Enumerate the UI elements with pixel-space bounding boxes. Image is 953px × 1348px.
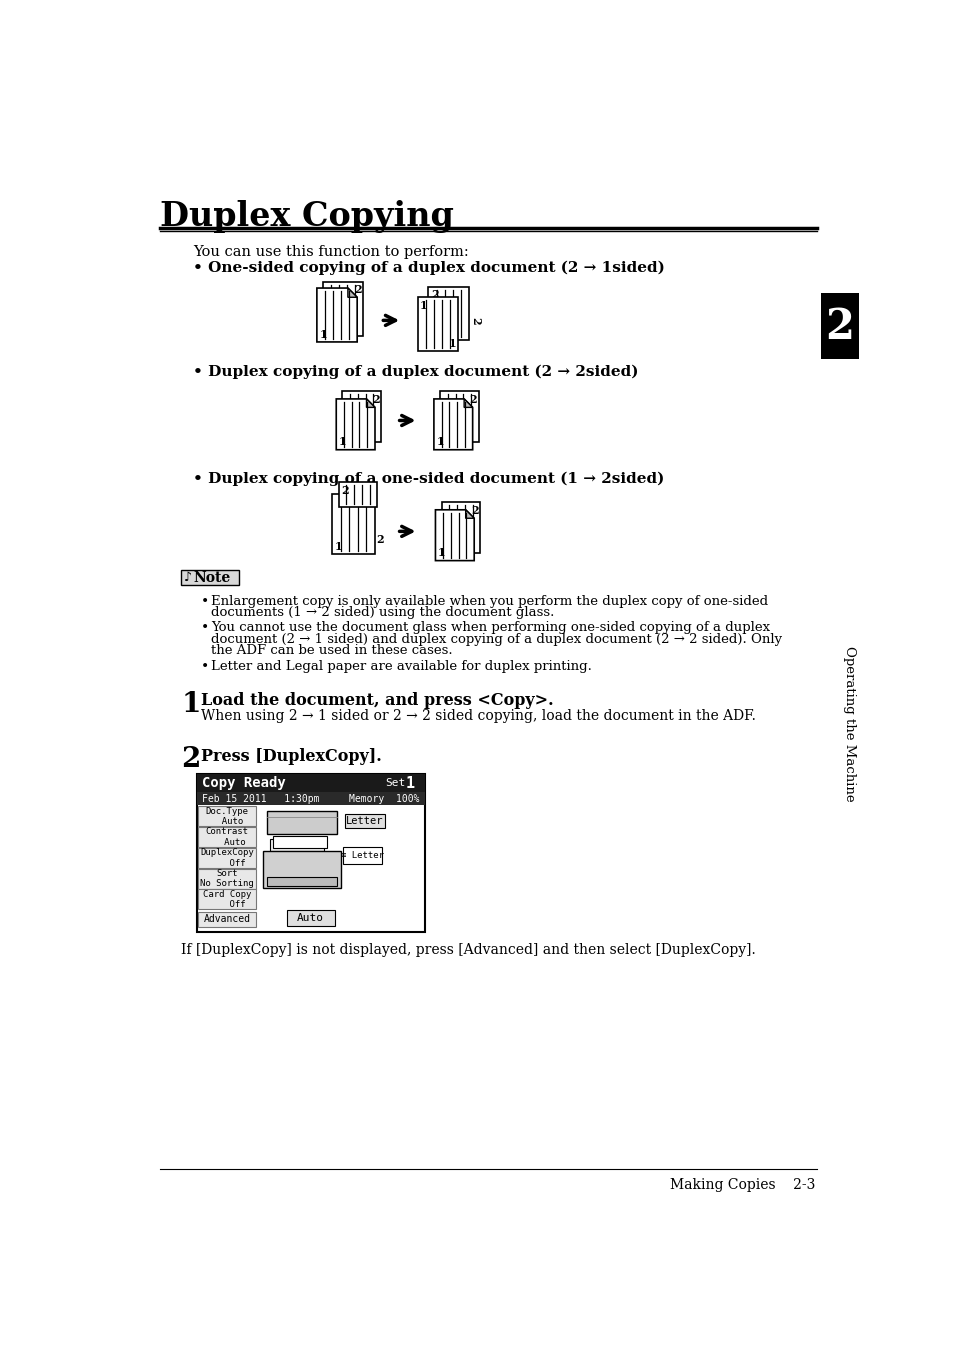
Bar	[196, 793, 425, 805]
Text: 1: 1	[405, 775, 415, 791]
Bar	[343, 847, 381, 864]
Bar	[441, 501, 480, 553]
Text: Letter and Legal paper are available for duplex printing.: Letter and Legal paper are available for…	[211, 659, 591, 673]
Text: Memory  100%: Memory 100%	[349, 794, 419, 803]
Bar	[198, 890, 255, 910]
Bar	[196, 774, 425, 793]
Text: •: •	[200, 594, 209, 608]
Polygon shape	[464, 399, 472, 407]
Bar	[198, 806, 255, 826]
Text: 2: 2	[340, 485, 348, 496]
Text: Copy Ready: Copy Ready	[202, 776, 286, 790]
Polygon shape	[348, 288, 356, 298]
Text: 2: 2	[470, 317, 481, 325]
Text: Contrast
   Auto: Contrast Auto	[205, 828, 248, 847]
Polygon shape	[316, 288, 356, 342]
Text: Sort
No Sorting: Sort No Sorting	[200, 869, 253, 888]
Bar	[267, 878, 336, 887]
Text: You cannot use the document glass when performing one-sided copying of a duplex: You cannot use the document glass when p…	[211, 621, 769, 635]
Text: 1: 1	[436, 437, 443, 448]
Text: 2: 2	[469, 395, 476, 406]
Text: 2: 2	[376, 534, 384, 545]
Polygon shape	[335, 399, 375, 450]
Bar	[344, 814, 385, 828]
Text: Operating the Machine: Operating the Machine	[841, 646, 855, 802]
Text: Press [DuplexCopy].: Press [DuplexCopy].	[201, 748, 382, 764]
Text: Enlargement copy is only available when you perform the duplex copy of one-sided: Enlargement copy is only available when …	[211, 594, 767, 608]
Bar	[267, 811, 336, 834]
Text: 2: 2	[824, 306, 854, 348]
Text: ≡ Letter: ≡ Letter	[341, 851, 384, 860]
Text: •: •	[200, 659, 209, 674]
Bar	[342, 391, 381, 442]
Text: You can use this function to perform:: You can use this function to perform:	[193, 245, 468, 259]
Text: 2: 2	[354, 284, 361, 295]
Text: 1: 1	[181, 690, 200, 717]
Text: 2: 2	[181, 747, 200, 774]
Text: ♪: ♪	[184, 572, 193, 584]
Text: documents (1 → 2 sided) using the document glass.: documents (1 → 2 sided) using the docume…	[211, 605, 554, 619]
Text: 2: 2	[471, 506, 478, 516]
Bar	[198, 868, 255, 888]
Bar	[198, 911, 255, 927]
Bar	[286, 910, 335, 926]
Text: 1: 1	[448, 338, 456, 349]
Text: document (2 → 1 sided) and duplex copying of a duplex document (2 → 2 sided). On: document (2 → 1 sided) and duplex copyin…	[211, 632, 781, 646]
Bar	[198, 848, 255, 868]
Text: • Duplex copying of a duplex document (2 → 2sided): • Duplex copying of a duplex document (2…	[193, 365, 638, 379]
Text: Advanced: Advanced	[203, 914, 251, 925]
Bar	[198, 828, 255, 847]
Text: If [DuplexCopy] is not displayed, press [Advanced] and then select [DuplexCopy].: If [DuplexCopy] is not displayed, press …	[181, 942, 755, 957]
Bar	[439, 391, 478, 442]
Bar	[338, 483, 377, 507]
Bar	[270, 838, 323, 851]
Text: Letter: Letter	[346, 816, 383, 826]
Text: Making Copies    2-3: Making Copies 2-3	[669, 1178, 815, 1192]
Text: Card Copy
    Off: Card Copy Off	[203, 890, 251, 909]
Polygon shape	[434, 399, 472, 450]
Bar	[332, 495, 375, 554]
Bar	[181, 570, 239, 585]
Polygon shape	[435, 510, 474, 561]
Text: Duplex Copying: Duplex Copying	[159, 201, 453, 233]
Bar	[428, 287, 468, 341]
Bar	[273, 836, 327, 848]
Bar	[417, 298, 457, 352]
Text: Feb 15 2011   1:30pm: Feb 15 2011 1:30pm	[202, 794, 319, 803]
Text: Set: Set	[385, 778, 405, 789]
Text: 1: 1	[338, 437, 346, 448]
Text: 1: 1	[419, 299, 427, 310]
Text: 2: 2	[431, 288, 438, 299]
Text: Load the document, and press <Copy>.: Load the document, and press <Copy>.	[201, 693, 554, 709]
Bar	[196, 774, 425, 931]
Text: 2: 2	[372, 395, 379, 406]
Text: Auto: Auto	[297, 913, 324, 923]
Text: DuplexCopy
    Off: DuplexCopy Off	[200, 848, 253, 868]
Bar	[323, 282, 363, 336]
Text: Note: Note	[193, 570, 231, 585]
Text: 1: 1	[335, 541, 342, 553]
Bar	[263, 851, 340, 888]
Text: • One-sided copying of a duplex document (2 → 1sided): • One-sided copying of a duplex document…	[193, 260, 664, 275]
Text: the ADF can be used in these cases.: the ADF can be used in these cases.	[211, 644, 452, 656]
Text: Doc.Type
  Auto: Doc.Type Auto	[205, 806, 248, 826]
Polygon shape	[366, 399, 375, 407]
Bar	[821, 293, 858, 359]
Polygon shape	[465, 510, 474, 518]
Text: 1: 1	[437, 547, 445, 558]
Text: 1: 1	[319, 329, 327, 340]
Text: •: •	[200, 621, 209, 635]
Text: • Duplex copying of a one-sided document (1 → 2sided): • Duplex copying of a one-sided document…	[193, 472, 663, 485]
Text: When using 2 → 1 sided or 2 → 2 sided copying, load the document in the ADF.: When using 2 → 1 sided or 2 → 2 sided co…	[201, 709, 756, 724]
